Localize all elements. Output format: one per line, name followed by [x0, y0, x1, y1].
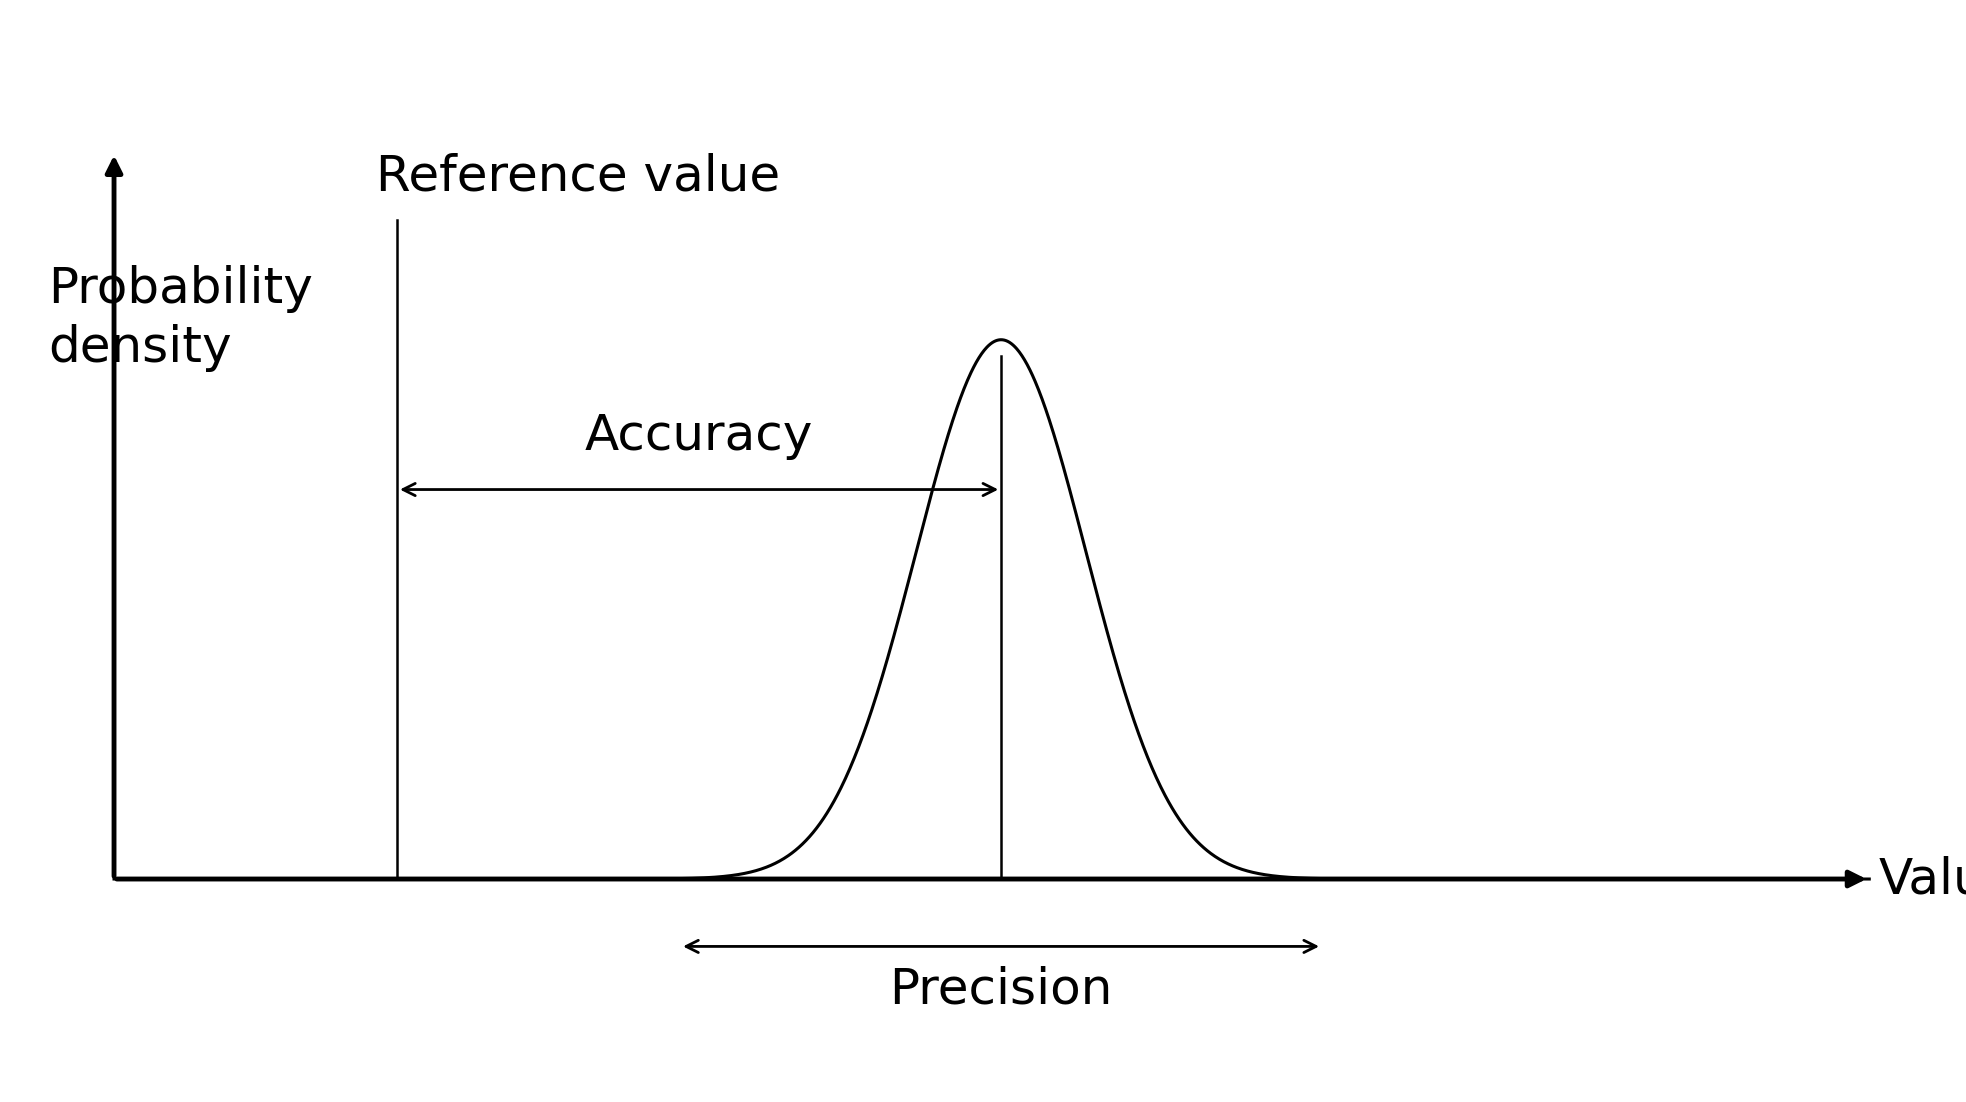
Text: Value: Value — [1879, 855, 1966, 903]
Text: Accuracy: Accuracy — [586, 411, 814, 460]
Text: Probability
density: Probability density — [47, 264, 313, 372]
Text: Reference value: Reference value — [376, 152, 781, 201]
Text: Precision: Precision — [889, 965, 1113, 1013]
